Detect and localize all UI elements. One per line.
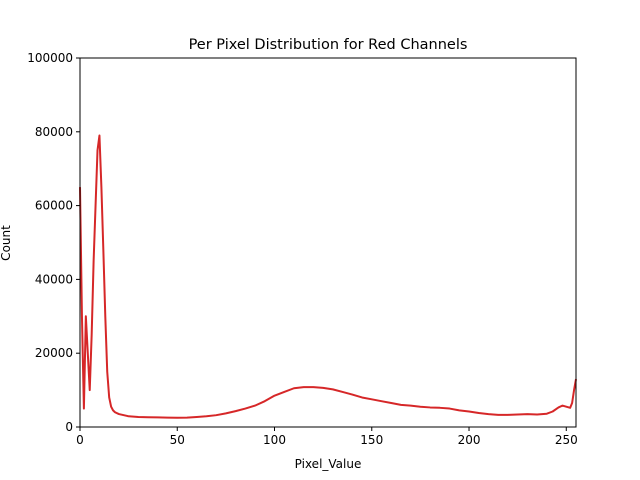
plot-area — [79, 134, 577, 419]
y-tick-label: 100000 — [27, 51, 73, 65]
y-tick-label: 20000 — [35, 346, 73, 360]
x-axis-label: Pixel_Value — [295, 457, 362, 471]
x-tick-label: 100 — [263, 433, 286, 447]
x-tick-label: 50 — [170, 433, 185, 447]
y-axis: 0 20000 40000 60000 80000 100000 — [27, 51, 80, 434]
x-tick-label: 250 — [555, 433, 578, 447]
y-tick-label: 60000 — [35, 199, 73, 213]
y-tick-label: 80000 — [35, 125, 73, 139]
x-tick-label: 200 — [458, 433, 481, 447]
x-tick-label: 150 — [360, 433, 383, 447]
plot-frame — [79, 57, 577, 428]
series-line-0 — [79, 134, 577, 419]
y-tick-label: 40000 — [35, 272, 73, 286]
y-axis-label: Count — [0, 225, 13, 261]
chart-title: Per Pixel Distribution for Red Channels — [189, 37, 468, 53]
x-axis: 0 50 100 150 200 250 — [76, 427, 578, 447]
x-tick-label: 0 — [76, 433, 84, 447]
y-tick-label: 0 — [65, 420, 73, 434]
